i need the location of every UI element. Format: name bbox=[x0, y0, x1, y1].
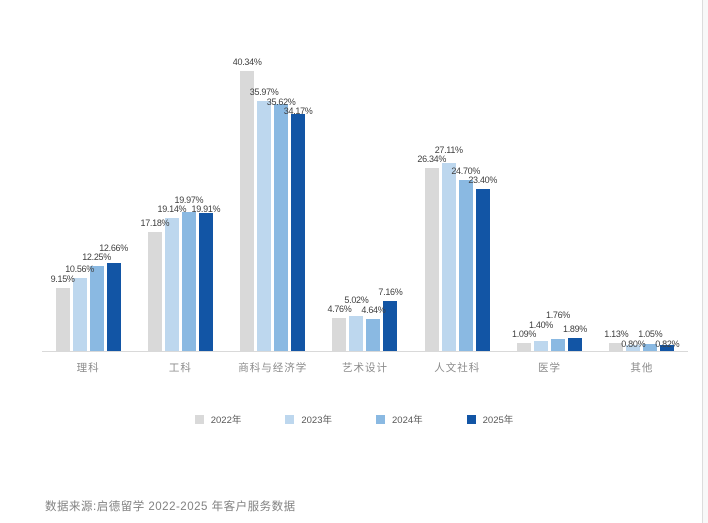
bar bbox=[475, 188, 490, 351]
legend-label: 2023年 bbox=[301, 415, 332, 426]
legend-label: 2025年 bbox=[482, 415, 514, 426]
bar bbox=[609, 343, 624, 351]
legend-swatch-icon bbox=[285, 414, 295, 424]
legend-swatch-icon bbox=[376, 414, 385, 424]
bar bbox=[106, 263, 121, 351]
bar bbox=[240, 71, 255, 351]
bar bbox=[147, 231, 162, 351]
category-label: 医学 bbox=[538, 362, 562, 374]
bar-group: 40.34% 35.97% 35.62% 34.17% bbox=[227, 0, 319, 351]
bar-group: 26.34% 27.11% 24.70% 23.40% bbox=[411, 0, 503, 351]
legend-swatch-icon bbox=[466, 414, 476, 424]
page-edge-divider bbox=[702, 0, 703, 523]
legend-item: 2023年 bbox=[285, 412, 332, 426]
legend-item: 2024年 bbox=[376, 412, 423, 426]
legend-item: 2022年 bbox=[194, 412, 242, 426]
bar bbox=[55, 287, 70, 351]
bar bbox=[534, 341, 549, 351]
bar bbox=[643, 343, 658, 351]
bar bbox=[274, 103, 289, 351]
bar bbox=[198, 212, 213, 351]
legend-item: 2025年 bbox=[466, 412, 514, 426]
value-label: 40.34% bbox=[232, 57, 262, 67]
bar bbox=[551, 338, 566, 351]
value-label: 1.05% bbox=[638, 329, 663, 340]
legend-swatch-icon bbox=[194, 414, 204, 424]
bar bbox=[332, 318, 347, 351]
category-label: 艺术设计 bbox=[341, 362, 388, 374]
bar bbox=[441, 162, 456, 351]
category-label: 工科 bbox=[168, 362, 192, 374]
bar bbox=[568, 337, 583, 351]
bar bbox=[366, 318, 381, 351]
bar bbox=[626, 345, 641, 351]
value-label: 12.25% bbox=[82, 252, 111, 262]
bar bbox=[164, 218, 179, 351]
bar bbox=[72, 277, 87, 351]
bar-chart-plot: 9.15% 10.56% 12.25% 12.66% 17.18% 19.14% 19.97… bbox=[42, 0, 688, 352]
value-label: 19.97% bbox=[174, 194, 204, 205]
value-label: 1.76% bbox=[545, 310, 571, 321]
category-label: 理科 bbox=[76, 362, 100, 374]
bar-group: 1.09% 1.40% 1.76% 1.89% bbox=[503, 0, 595, 351]
value-label: 1.09% bbox=[512, 329, 537, 340]
bar bbox=[517, 343, 532, 351]
bar-group: 9.15% 10.56% 12.25% 12.66% bbox=[42, 0, 134, 351]
legend-label: 2024年 bbox=[392, 415, 423, 426]
value-label: 1.40% bbox=[528, 319, 554, 330]
bar bbox=[291, 113, 306, 351]
bar-group: 4.76% 5.02% 4.64% 7.16% bbox=[319, 0, 411, 351]
value-label: 4.76% bbox=[327, 304, 352, 314]
source-note: 数据来源:启德留学 2022-2025 年客户服务数据 bbox=[45, 501, 296, 513]
bar bbox=[383, 301, 398, 351]
bar-group: 1.13% 0.80% 1.05% 0.82% bbox=[596, 0, 688, 351]
bar bbox=[424, 168, 439, 351]
value-label: 1.13% bbox=[604, 329, 629, 340]
bar-group: 17.18% 19.14% 19.97% 19.91% bbox=[134, 0, 226, 351]
value-label: 27.11% bbox=[434, 144, 463, 155]
page-edge-background bbox=[703, 0, 708, 523]
category-label: 其他 bbox=[630, 362, 654, 374]
value-label: 5.02% bbox=[344, 294, 369, 305]
chart-legend: 2022年 2023年 2024年 2025年 bbox=[0, 412, 708, 426]
bar bbox=[458, 179, 473, 351]
category-label: 商科与经济学 bbox=[238, 362, 308, 374]
legend-label: 2022年 bbox=[210, 415, 242, 426]
bar bbox=[660, 345, 675, 351]
category-axis: 理科 工科 商科与经济学 艺术设计 人文社科 医学 其他 bbox=[42, 360, 688, 375]
bar bbox=[89, 266, 104, 351]
bar bbox=[257, 101, 272, 351]
category-label: 人文社科 bbox=[434, 362, 481, 374]
bar bbox=[181, 212, 196, 351]
bar bbox=[349, 316, 364, 351]
